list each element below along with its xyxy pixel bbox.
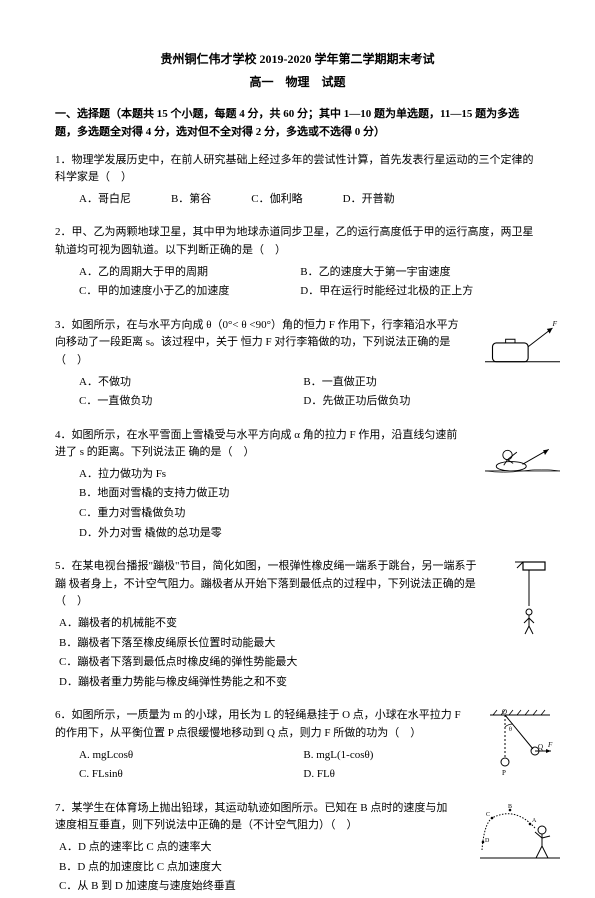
svg-text:B: B xyxy=(508,804,512,810)
q5-figure-bungee xyxy=(495,558,550,638)
q4-option-a: A．拉力做功为 Fs xyxy=(79,466,263,484)
q2-option-d: D．甲在运行时能经过北极的正上方 xyxy=(300,283,521,301)
svg-text:D: D xyxy=(485,838,490,844)
q2-option-a: A．乙的周期大于甲的周期 xyxy=(79,264,300,282)
question-6: P Q F θ O 6．如图所示，一质量为 m 的小球，用长为 L 的轻绳悬挂于… xyxy=(55,707,540,785)
question-6-text: 6．如图所示，一质量为 m 的小球，用长为 L 的轻绳悬挂于 O 点，小球在水平… xyxy=(55,707,540,742)
svg-text:P: P xyxy=(502,769,506,777)
q3-option-d: D．先做正功后做负功 xyxy=(303,393,487,411)
svg-text:C: C xyxy=(486,812,490,818)
q6-option-c: C. FLsinθ xyxy=(79,766,263,784)
q3-option-b: B．一直做正功 xyxy=(303,374,487,392)
q2-option-c: C．甲的加速度小于乙的加速度 xyxy=(79,283,300,301)
q3-option-a: A．不做功 xyxy=(79,374,263,392)
question-5: 5．在某电视台播报"蹦极"节目，简化如图，一根弹性橡皮绳一端系于跳台，另一端系于… xyxy=(55,558,540,693)
question-1: 1．物理学发展历史中，在前人研究基础上经过多年的尝试性计算，首先发表行星运动的三… xyxy=(55,152,540,211)
question-7-text: 7．某学生在体育场上抛出铅球，其运动轨迹如图所示。已知在 B 点时的速度与加速度… xyxy=(55,800,540,835)
question-3: F 3．如图所示，在与水平方向成 θ（0°< θ <90°）角的恒力 F 作用下… xyxy=(55,317,540,413)
subject-title: 高一 物理 试题 xyxy=(55,73,540,92)
q4-option-d: D．外力对雪 橇做的总功是零 xyxy=(79,525,310,543)
svg-text:θ: θ xyxy=(509,727,512,733)
q7-figure-shotput: A B C D xyxy=(480,800,560,865)
q4-option-b: B．地面对雪橇的支持力做正功 xyxy=(79,485,310,503)
question-4: 4．如图所示，在水平雪面上雪橇受与水平方向成 α 角的拉力 F 作用，沿直线匀速… xyxy=(55,427,540,545)
question-2: 2．甲、乙为两颗地球卫星，其中甲为地球赤道同步卫星，乙的运行高度低于甲的运行高度… xyxy=(55,224,540,302)
q6-option-a: A. mgLcosθ xyxy=(79,747,263,765)
q2-option-b: B．乙的速度大于第一宇宙速度 xyxy=(300,264,521,282)
section-1-heading: 一、选择题（本题共 15 个小题，每题 4 分，共 60 分；其中 1—10 题… xyxy=(55,106,540,141)
q4-figure-sled xyxy=(485,427,560,482)
q6-option-d: D. FLθ xyxy=(303,766,487,784)
svg-text:F: F xyxy=(552,319,558,328)
question-1-text: 1．物理学发展历史中，在前人研究基础上经过多年的尝试性计算，首先发表行星运动的三… xyxy=(55,152,540,187)
q3-figure-suitcase: F xyxy=(485,315,560,370)
school-title: 贵州铜仁伟才学校 2019-2020 学年第二学期期末考试 xyxy=(55,50,540,69)
question-5-text: 5．在某电视台播报"蹦极"节目，简化如图，一根弹性橡皮绳一端系于跳台，另一端系于… xyxy=(55,558,540,611)
q7-option-c: C．从 B 到 D 加速度与速度始终垂直 xyxy=(59,878,500,896)
q5-option-d: D．蹦极者重力势能与橡皮绳弹性势能之和不变 xyxy=(59,674,500,692)
q1-option-b: B．第谷 xyxy=(171,191,211,209)
q4-option-c: C．重力对雪橇做负功 xyxy=(79,505,263,523)
q6-figure-pendulum: P Q F θ O xyxy=(485,707,555,777)
q1-option-a: A．哥白尼 xyxy=(79,191,131,209)
question-4-text: 4．如图所示，在水平雪面上雪橇受与水平方向成 α 角的拉力 F 作用，沿直线匀速… xyxy=(55,427,540,462)
q6-option-b: B. mgL(1-cosθ) xyxy=(303,747,487,765)
svg-text:Q: Q xyxy=(538,743,543,751)
q1-option-d: D．开普勒 xyxy=(343,191,395,209)
q3-option-c: C．一直做负功 xyxy=(79,393,263,411)
q5-option-c: C．蹦极者下落到最低点时橡皮绳的弹性势能最大 xyxy=(59,654,500,672)
q5-option-a: A．蹦极者的机械能不变 xyxy=(59,615,500,633)
q7-option-b: B．D 点的加速度比 C 点加速度大 xyxy=(59,859,500,877)
svg-text:A: A xyxy=(532,818,537,824)
q1-option-c: C．伽利略 xyxy=(251,191,302,209)
q5-option-b: B．蹦极者下落至橡皮绳原长位置时动能最大 xyxy=(59,635,500,653)
svg-text:O: O xyxy=(502,708,507,716)
question-2-text: 2．甲、乙为两颗地球卫星，其中甲为地球赤道同步卫星，乙的运行高度低于甲的运行高度… xyxy=(55,224,540,259)
question-7: A B C D 7．某学生在体育场上抛出铅球，其运动轨迹如图所示。已知在 B 点… xyxy=(55,800,540,898)
svg-text:F: F xyxy=(547,741,553,749)
question-3-text: 3．如图所示，在与水平方向成 θ（0°< θ <90°）角的恒力 F 作用下，行… xyxy=(55,317,540,370)
